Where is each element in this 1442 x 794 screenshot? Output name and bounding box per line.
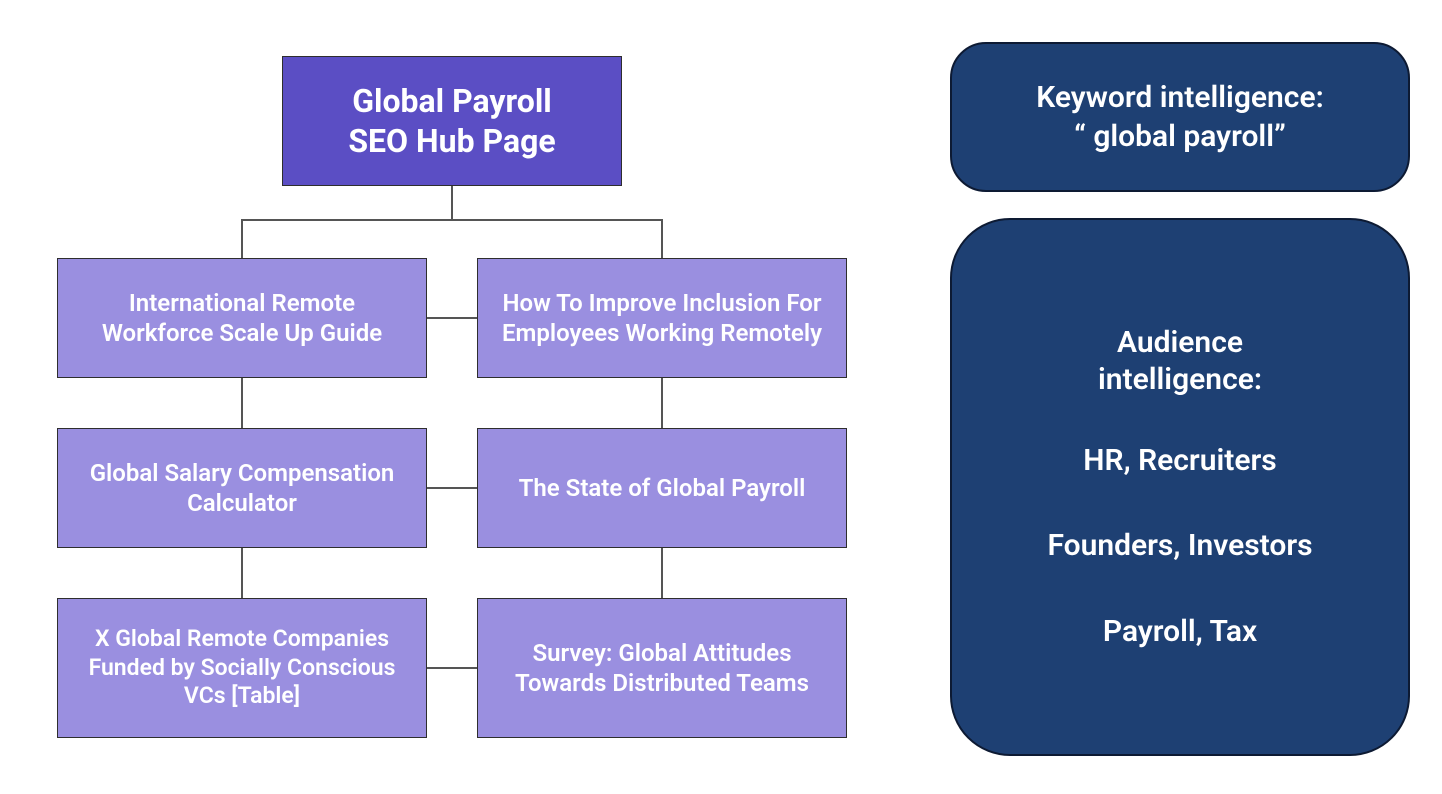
panel-line: Payroll, Tax <box>1103 613 1257 651</box>
child-node-1: How To Improve Inclusion For Employees W… <box>477 258 847 378</box>
child-node-0: International Remote Workforce Scale Up … <box>57 258 427 378</box>
child-node-3: The State of Global Payroll <box>477 428 847 548</box>
panel-line: HR, Recruiters <box>1083 442 1276 480</box>
panel-line: intelligence: <box>1098 361 1262 399</box>
hub-node: Global Payroll SEO Hub Page <box>282 56 622 186</box>
diagram-canvas: Global Payroll SEO Hub Page International… <box>0 0 1442 794</box>
child-node-5: Survey: Global Attitudes Towards Distrib… <box>477 598 847 738</box>
panel-line: Founders, Investors <box>1047 527 1312 565</box>
child-node-2: Global Salary Compensation Calculator <box>57 428 427 548</box>
side-panel-0: Keyword intelligence:“ global payroll” <box>950 42 1410 192</box>
panel-line: Keyword intelligence: <box>1036 78 1324 117</box>
side-panel-1: Audienceintelligence: HR, Recruiters Found… <box>950 218 1410 756</box>
panel-line: Audience <box>1117 324 1243 362</box>
panel-line: “ global payroll” <box>1074 117 1286 156</box>
child-node-4: X Global Remote Companies Funded by Soci… <box>57 598 427 738</box>
